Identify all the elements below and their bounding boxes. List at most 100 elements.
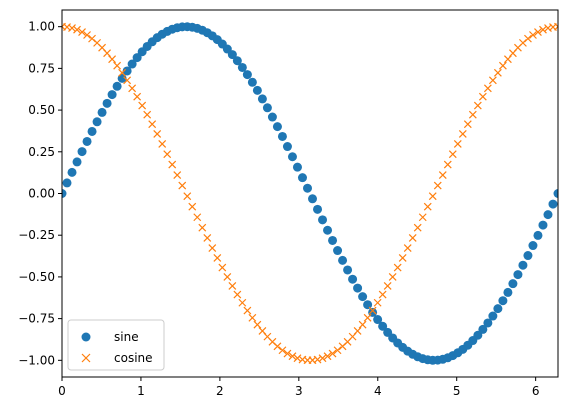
cosine-point bbox=[278, 346, 287, 355]
cosine-point bbox=[478, 92, 487, 101]
cosine-point bbox=[178, 181, 187, 190]
sine-point bbox=[303, 183, 312, 193]
cosine-point bbox=[438, 171, 447, 179]
cosine-point bbox=[158, 140, 167, 148]
cosine-point bbox=[133, 92, 142, 101]
x-axis: 0 1 2 3 4 5 6 bbox=[58, 377, 539, 398]
cosine-point bbox=[373, 298, 382, 307]
cosine-point bbox=[503, 55, 512, 64]
sine-point bbox=[483, 318, 493, 328]
cosine-point bbox=[368, 306, 377, 315]
y-tick-label: 0.75 bbox=[28, 61, 55, 75]
sine-point bbox=[318, 215, 328, 225]
cosine-point bbox=[113, 61, 122, 70]
sine-point bbox=[267, 112, 277, 122]
sine-point bbox=[373, 315, 383, 325]
sine-point bbox=[237, 62, 247, 72]
cosine-point bbox=[378, 290, 387, 299]
cosine-point bbox=[483, 84, 492, 93]
legend: sine cosine bbox=[67, 319, 165, 371]
series-cosine bbox=[62, 22, 558, 365]
sine-point bbox=[308, 194, 317, 204]
sine-point bbox=[313, 204, 323, 214]
cosine-point bbox=[463, 120, 472, 129]
cosine-point bbox=[208, 244, 217, 252]
y-tick-label: 0.50 bbox=[28, 103, 55, 117]
sine-point bbox=[87, 126, 97, 136]
cosine-point bbox=[443, 160, 452, 169]
cosine-point bbox=[233, 290, 242, 299]
sine-point bbox=[67, 167, 77, 177]
cosine-point bbox=[198, 223, 207, 232]
cosine-point bbox=[283, 349, 292, 358]
sine-point bbox=[127, 59, 137, 69]
cosine-point bbox=[188, 202, 197, 211]
cosine-point bbox=[168, 160, 177, 169]
sine-point bbox=[102, 98, 112, 108]
x-tick-label: 0 bbox=[58, 384, 66, 398]
sine-point bbox=[117, 73, 127, 83]
cosine-point bbox=[529, 31, 537, 39]
cosine-point bbox=[83, 31, 91, 39]
cosine-point bbox=[388, 272, 397, 281]
sine-point bbox=[343, 265, 353, 275]
sine-point bbox=[82, 136, 92, 146]
y-axis: 1.00 0.75 0.50 0.25 0.00 −0.25 −0.50 −0.75 −1.00 bbox=[18, 20, 62, 367]
y-tick-label: 1.00 bbox=[28, 20, 55, 34]
sine-point bbox=[538, 220, 548, 230]
cosine-point bbox=[238, 298, 247, 307]
x-tick-label: 4 bbox=[374, 384, 382, 398]
cosine-point bbox=[223, 272, 232, 281]
y-tick-label: −0.75 bbox=[18, 312, 55, 326]
x-tick-label: 2 bbox=[216, 384, 224, 398]
sine-point bbox=[277, 131, 287, 141]
legend-label-sine: sine bbox=[114, 330, 139, 344]
series-sine bbox=[62, 22, 558, 365]
cosine-point bbox=[293, 354, 302, 363]
cosine-point bbox=[453, 140, 462, 148]
cosine-point bbox=[333, 346, 342, 355]
cosine-point bbox=[273, 342, 282, 351]
sine-point bbox=[232, 56, 242, 66]
legend-label-cosine: cosine bbox=[114, 351, 153, 365]
series-layer bbox=[62, 22, 558, 365]
sine-point bbox=[508, 279, 518, 289]
cosine-point bbox=[534, 28, 542, 36]
cosine-point bbox=[193, 213, 202, 222]
sine-point bbox=[122, 66, 132, 76]
sine-point bbox=[107, 90, 117, 100]
cosine-point bbox=[433, 181, 442, 190]
cosine-point bbox=[408, 234, 417, 242]
cosine-point bbox=[498, 61, 507, 70]
cosine-point bbox=[313, 355, 322, 364]
cosine-point bbox=[108, 55, 117, 64]
cosine-point bbox=[358, 320, 367, 329]
sine-point bbox=[358, 292, 368, 302]
sine-point bbox=[242, 70, 252, 80]
cosine-point bbox=[423, 202, 432, 211]
cosine-point bbox=[323, 352, 332, 361]
sine-point bbox=[92, 117, 102, 127]
sine-point bbox=[488, 311, 498, 321]
cosine-point bbox=[153, 130, 162, 138]
cosine-point bbox=[218, 263, 227, 272]
legend-marker-sine bbox=[81, 332, 91, 342]
cosine-point bbox=[413, 223, 422, 232]
sine-point bbox=[548, 199, 558, 209]
cosine-point bbox=[383, 281, 392, 290]
cosine-point bbox=[393, 263, 402, 272]
cosine-point bbox=[118, 68, 127, 77]
sine-point bbox=[503, 287, 513, 297]
cosine-point bbox=[328, 349, 337, 358]
cosine-point bbox=[68, 24, 76, 32]
sine-point bbox=[257, 94, 267, 104]
sine-point bbox=[287, 152, 297, 162]
cosine-point bbox=[493, 68, 502, 77]
cosine-point bbox=[253, 320, 262, 329]
cosine-point bbox=[353, 326, 362, 335]
y-tick-label: −0.25 bbox=[18, 228, 55, 242]
cosine-point bbox=[468, 110, 477, 119]
cosine-point bbox=[524, 34, 532, 43]
cosine-point bbox=[403, 244, 412, 252]
sine-point bbox=[513, 270, 523, 280]
